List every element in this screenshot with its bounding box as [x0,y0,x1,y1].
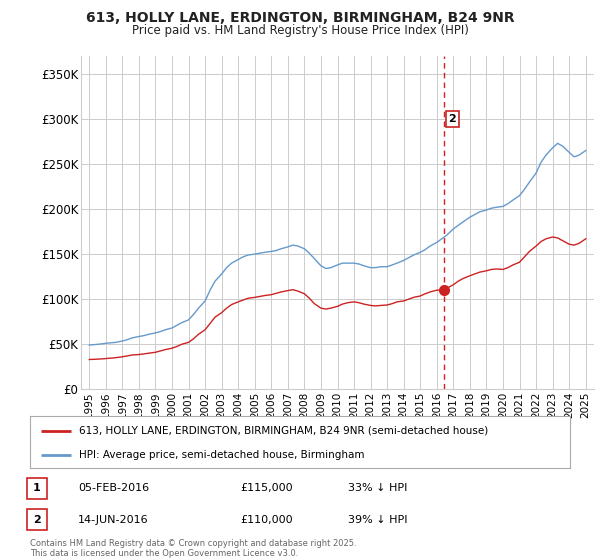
Text: Price paid vs. HM Land Registry's House Price Index (HPI): Price paid vs. HM Land Registry's House … [131,24,469,36]
Text: HPI: Average price, semi-detached house, Birmingham: HPI: Average price, semi-detached house,… [79,450,364,460]
Text: 2: 2 [449,114,456,124]
Text: 39% ↓ HPI: 39% ↓ HPI [348,515,407,525]
Text: 33% ↓ HPI: 33% ↓ HPI [348,483,407,493]
Text: £115,000: £115,000 [240,483,293,493]
Text: 2: 2 [33,515,41,525]
Text: 613, HOLLY LANE, ERDINGTON, BIRMINGHAM, B24 9NR (semi-detached house): 613, HOLLY LANE, ERDINGTON, BIRMINGHAM, … [79,426,488,436]
Text: Contains HM Land Registry data © Crown copyright and database right 2025.
This d: Contains HM Land Registry data © Crown c… [30,539,356,558]
Text: 05-FEB-2016: 05-FEB-2016 [78,483,149,493]
Text: 1: 1 [33,483,41,493]
Text: £110,000: £110,000 [240,515,293,525]
Text: 14-JUN-2016: 14-JUN-2016 [78,515,149,525]
Text: 613, HOLLY LANE, ERDINGTON, BIRMINGHAM, B24 9NR: 613, HOLLY LANE, ERDINGTON, BIRMINGHAM, … [86,11,514,25]
